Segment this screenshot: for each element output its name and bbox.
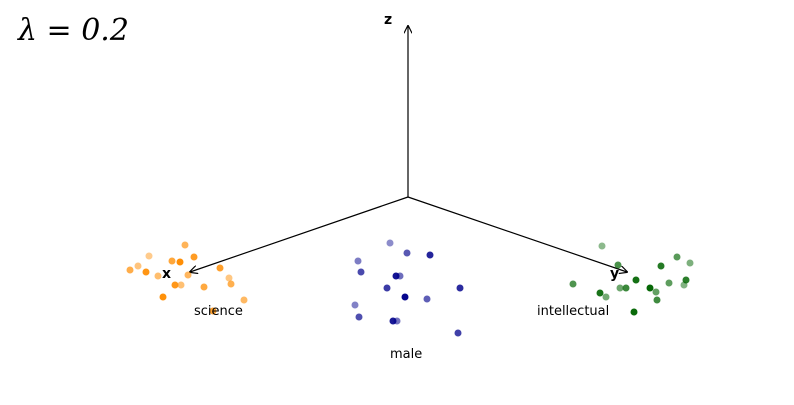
- z-axis-label: z: [384, 12, 392, 28]
- intellectual-point: [569, 280, 577, 288]
- lambda-label: λ = 0.2: [17, 13, 129, 48]
- science-point: [200, 283, 208, 291]
- science-point: [168, 257, 176, 265]
- science-point: [227, 280, 235, 288]
- intellectual-point: [673, 253, 681, 261]
- science-point: [176, 258, 184, 266]
- male-point: [393, 317, 401, 325]
- y-axis-label: y: [610, 266, 619, 282]
- male-point: [355, 313, 363, 321]
- male-point: [456, 284, 464, 292]
- intellectual-point: [630, 308, 638, 316]
- x-axis: [190, 196, 409, 272]
- male-point: [454, 329, 462, 337]
- male-point: [396, 272, 404, 280]
- science-point: [225, 274, 233, 282]
- science-point: [171, 281, 179, 289]
- intellectual-point: [646, 284, 654, 292]
- male-point: [401, 293, 409, 301]
- intellectual-point: [682, 276, 690, 284]
- intellectual-point: [665, 279, 673, 287]
- science-point: [184, 271, 192, 279]
- science-point: [177, 281, 185, 289]
- intellectual-point: [680, 281, 688, 289]
- male-point: [354, 257, 362, 265]
- cluster-label-science: science: [194, 304, 243, 319]
- science-point: [134, 262, 142, 270]
- science-point: [142, 268, 150, 276]
- intellectual-point: [632, 276, 640, 284]
- male-point: [423, 295, 431, 303]
- intellectual-point: [598, 242, 606, 250]
- science-point: [181, 241, 189, 249]
- intellectual-point: [657, 262, 665, 270]
- scatter-points: [126, 239, 694, 337]
- intellectual-point: [653, 296, 661, 304]
- science-point: [154, 272, 162, 280]
- male-point: [357, 268, 365, 276]
- science-point: [190, 253, 198, 261]
- science-point: [216, 264, 224, 272]
- cluster-label-male: male: [390, 347, 422, 362]
- science-point: [159, 293, 167, 301]
- science-point: [240, 296, 248, 304]
- y-axis: [407, 196, 627, 272]
- male-point: [351, 301, 359, 309]
- intellectual-point: [616, 284, 624, 292]
- intellectual-point: [602, 293, 610, 301]
- male-point: [386, 239, 394, 247]
- intellectual-point: [622, 284, 630, 292]
- intellectual-point: [652, 288, 660, 296]
- x-axis-label: x: [162, 266, 171, 282]
- intellectual-point: [686, 259, 694, 267]
- science-point: [209, 307, 217, 315]
- intellectual-point: [614, 261, 622, 269]
- science-point: [126, 266, 134, 274]
- cluster-label-intellectual: intellectual: [537, 304, 609, 319]
- male-point: [426, 251, 434, 259]
- science-point: [145, 252, 153, 260]
- male-point: [403, 249, 411, 257]
- male-point: [383, 284, 391, 292]
- intellectual-point: [596, 289, 604, 297]
